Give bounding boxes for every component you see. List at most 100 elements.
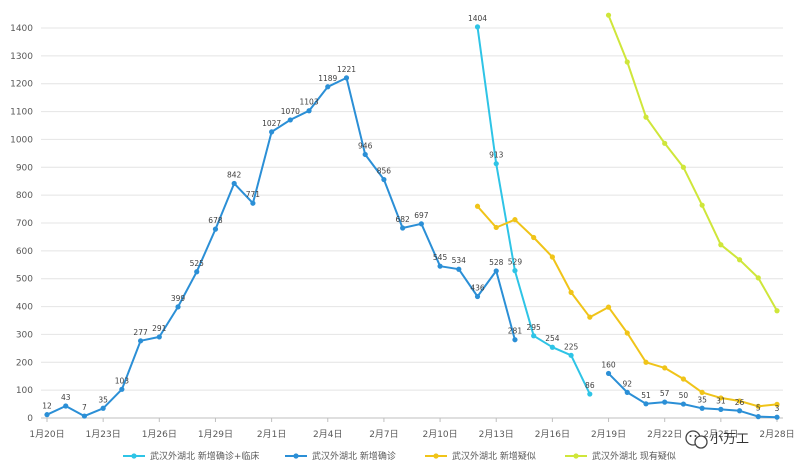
x-tick-label: 2月13日 xyxy=(479,429,514,440)
data-point xyxy=(755,414,761,420)
data-point xyxy=(512,268,518,274)
data-label: 51 xyxy=(641,391,651,400)
data-point xyxy=(736,257,743,263)
data-point xyxy=(774,414,780,420)
data-label: 1103 xyxy=(300,98,319,107)
data-point xyxy=(643,401,649,407)
data-label: 7 xyxy=(82,403,87,412)
data-label: 281 xyxy=(508,327,523,336)
data-point xyxy=(662,399,668,405)
data-point xyxy=(549,344,555,350)
x-tick-label: 2月19日 xyxy=(591,429,626,440)
series-line xyxy=(607,372,778,419)
data-point xyxy=(269,129,275,135)
x-tick-label: 1月26日 xyxy=(142,429,177,440)
data-label: 295 xyxy=(527,323,542,332)
data-point xyxy=(643,359,649,365)
data-point xyxy=(699,202,705,208)
y-tick-label: 700 xyxy=(16,219,33,229)
data-point xyxy=(699,405,705,411)
data-label: 1221 xyxy=(337,65,356,74)
data-point xyxy=(175,304,181,310)
data-label: 57 xyxy=(660,389,670,398)
data-point xyxy=(456,266,462,272)
data-point xyxy=(119,386,125,392)
data-point xyxy=(418,221,424,227)
data-label: 160 xyxy=(601,360,616,369)
data-point xyxy=(587,314,593,320)
data-label: 12 xyxy=(42,402,52,411)
data-point xyxy=(63,403,69,409)
data-label: 771 xyxy=(246,190,261,199)
data-label: 856 xyxy=(377,167,392,176)
data-point xyxy=(680,376,687,382)
x-tick-label: 1月29日 xyxy=(198,429,233,440)
data-label: 43 xyxy=(61,393,71,402)
data-point xyxy=(137,338,144,344)
data-label: 277 xyxy=(133,328,148,337)
series-lines xyxy=(44,12,780,420)
data-point xyxy=(718,395,724,401)
data-point xyxy=(624,59,630,65)
data-point xyxy=(437,263,443,269)
data-point xyxy=(662,140,668,146)
data-label: 545 xyxy=(433,253,448,262)
data-point xyxy=(605,304,612,310)
data-label: 436 xyxy=(470,284,485,293)
data-label: 35 xyxy=(98,395,108,404)
data-point xyxy=(755,403,761,409)
x-tick-label: 1月20日 xyxy=(29,429,64,440)
data-point xyxy=(736,398,743,404)
data-label: 913 xyxy=(489,151,504,160)
legend-marker xyxy=(131,453,137,459)
data-label: 3 xyxy=(775,404,780,413)
data-label: 5 xyxy=(756,404,761,413)
data-point xyxy=(605,370,612,377)
data-label: 50 xyxy=(679,391,689,400)
data-point xyxy=(568,289,574,295)
y-tick-label: 1200 xyxy=(10,80,33,90)
data-point xyxy=(624,330,630,336)
x-tick-label: 2月7日 xyxy=(369,429,398,440)
x-tick-label: 1月23日 xyxy=(86,429,121,440)
data-label: 678 xyxy=(208,216,223,225)
data-point xyxy=(531,333,537,339)
data-label: 682 xyxy=(395,215,410,224)
data-label: 525 xyxy=(190,259,205,268)
data-point xyxy=(100,405,106,411)
data-point xyxy=(718,242,724,248)
data-label: 225 xyxy=(564,342,579,351)
legend-label: 武汉外湖北 新增确诊+临床 xyxy=(150,450,259,462)
data-point xyxy=(287,117,293,123)
data-point xyxy=(474,203,481,209)
data-point xyxy=(306,108,312,114)
data-point xyxy=(587,391,593,397)
x-tick-label: 2月28日 xyxy=(759,429,794,440)
data-point xyxy=(474,293,481,300)
data-point xyxy=(718,406,724,412)
y-tick-label: 800 xyxy=(16,191,33,201)
data-label: 528 xyxy=(489,258,504,267)
gridlines xyxy=(41,27,783,419)
data-label: 1070 xyxy=(281,107,300,116)
data-point xyxy=(493,268,499,274)
data-point xyxy=(680,164,687,170)
x-tick-label: 2月25日 xyxy=(703,429,738,440)
data-point xyxy=(156,334,162,340)
data-point xyxy=(736,408,743,414)
watermark-text: 小万工 xyxy=(710,432,749,447)
data-label: 26 xyxy=(735,398,745,407)
y-tick-label: 400 xyxy=(16,303,33,313)
data-label: 86 xyxy=(585,381,595,390)
data-point xyxy=(381,176,387,183)
y-tick-label: 600 xyxy=(16,247,33,257)
data-point xyxy=(362,151,368,158)
y-tick-label: 1300 xyxy=(10,52,33,62)
x-tick-label: 2月10日 xyxy=(422,429,457,440)
data-point xyxy=(549,254,555,260)
y-tick-label: 500 xyxy=(16,275,33,285)
data-point xyxy=(755,275,761,281)
data-point xyxy=(512,337,518,343)
